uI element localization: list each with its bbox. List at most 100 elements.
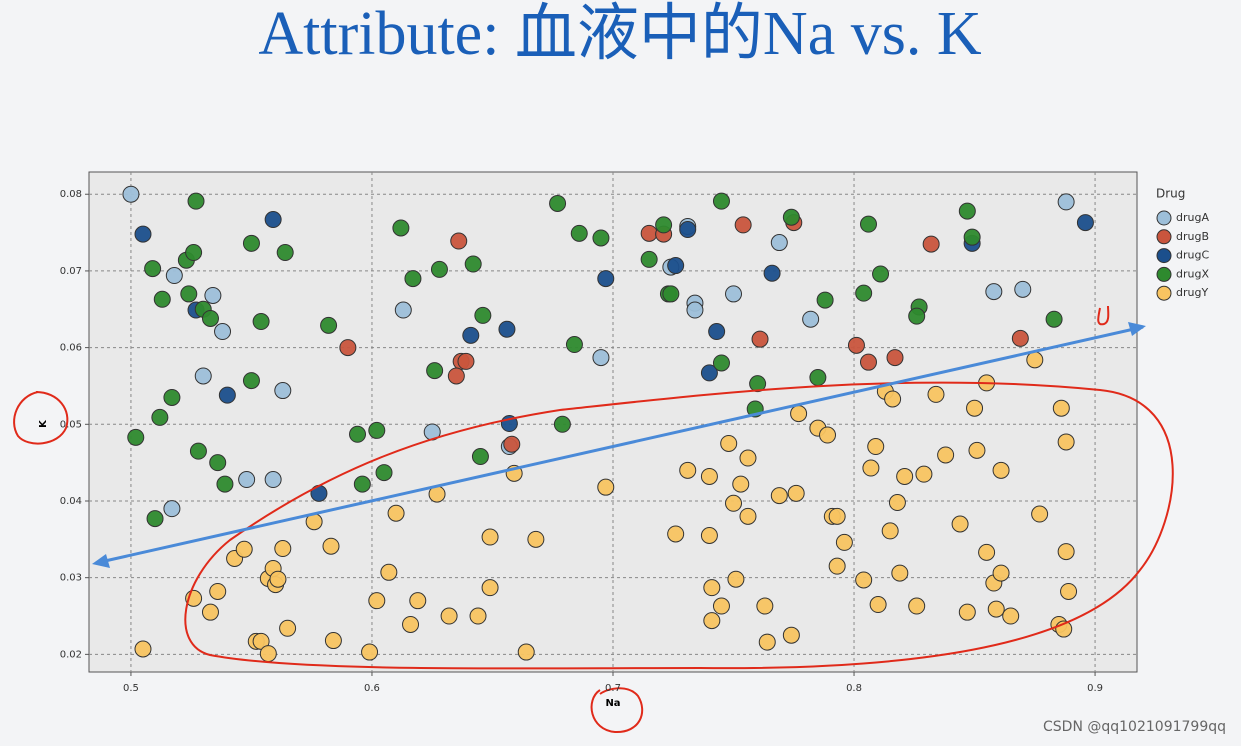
point [597, 270, 615, 288]
point [134, 225, 152, 243]
point [209, 454, 227, 472]
point [430, 260, 448, 278]
legend-label: drugC [1176, 249, 1209, 262]
annotation-circle [13, 391, 69, 445]
x-axis-label: Na [605, 698, 620, 709]
point [274, 382, 292, 400]
point [835, 533, 853, 551]
point [274, 540, 292, 558]
legend-marker [1156, 266, 1172, 282]
point [869, 596, 887, 614]
x-tick-label: 0.9 [1087, 683, 1103, 694]
arrow-head [92, 554, 110, 568]
point [847, 336, 865, 354]
point [481, 579, 499, 597]
point [1045, 310, 1063, 328]
point [640, 250, 658, 268]
y-tick-label: 0.08 [60, 189, 82, 200]
point [394, 301, 412, 319]
point [320, 316, 338, 334]
point [922, 235, 940, 253]
point [828, 507, 846, 525]
point [402, 615, 420, 633]
point [1052, 399, 1070, 417]
point [180, 285, 198, 303]
point [259, 645, 277, 663]
point [708, 323, 726, 341]
point [915, 465, 933, 483]
point [782, 208, 800, 226]
point [185, 244, 203, 262]
point [252, 313, 270, 331]
point [570, 224, 588, 242]
point [819, 426, 837, 444]
point [816, 291, 834, 309]
point [770, 487, 788, 505]
point [264, 471, 282, 489]
point [809, 369, 827, 387]
y-tick-label: 0.05 [60, 419, 82, 430]
point [655, 216, 673, 234]
point [447, 367, 465, 385]
point [592, 229, 610, 247]
x-tick-label: 0.8 [846, 683, 862, 694]
point [324, 632, 342, 650]
point [1014, 280, 1032, 298]
point [896, 467, 914, 485]
point [153, 290, 171, 308]
point [667, 525, 685, 543]
point [734, 216, 752, 234]
arrow-head [1128, 322, 1146, 336]
point [679, 221, 697, 239]
legend: drugA drugB drugC drugX drugY [1156, 210, 1209, 301]
point [163, 500, 181, 518]
point [426, 362, 444, 380]
point [1057, 543, 1075, 561]
point [269, 570, 287, 588]
point [474, 306, 492, 324]
point [134, 640, 152, 658]
point [216, 475, 234, 493]
point [951, 515, 969, 533]
point [908, 597, 926, 615]
point [1057, 193, 1075, 211]
point [503, 435, 521, 453]
legend-label: drugB [1176, 230, 1209, 243]
point [770, 234, 788, 252]
point [859, 353, 877, 371]
point [987, 600, 1005, 618]
point [758, 633, 776, 651]
point [756, 597, 774, 615]
point [958, 202, 976, 220]
point [888, 494, 906, 512]
point [1031, 505, 1049, 523]
point [361, 643, 379, 661]
point [978, 543, 996, 561]
point [992, 461, 1010, 479]
point [712, 354, 730, 372]
point [127, 428, 145, 446]
point [242, 234, 260, 252]
point [368, 421, 386, 439]
points [122, 185, 1094, 663]
point [732, 475, 750, 493]
point [165, 267, 183, 285]
y-tick-label: 0.06 [60, 343, 82, 354]
point [471, 448, 489, 466]
point [549, 194, 567, 212]
point [700, 526, 718, 544]
point [339, 339, 357, 357]
point [963, 228, 981, 246]
point [739, 507, 757, 525]
point [985, 283, 1003, 301]
point [565, 336, 583, 354]
point [349, 425, 367, 443]
point [855, 284, 873, 302]
point [862, 459, 880, 477]
y-tick-label: 0.07 [60, 266, 82, 277]
point [884, 390, 902, 408]
point [404, 270, 422, 288]
point [686, 301, 704, 319]
point [517, 643, 535, 661]
legend-marker [1156, 248, 1172, 264]
